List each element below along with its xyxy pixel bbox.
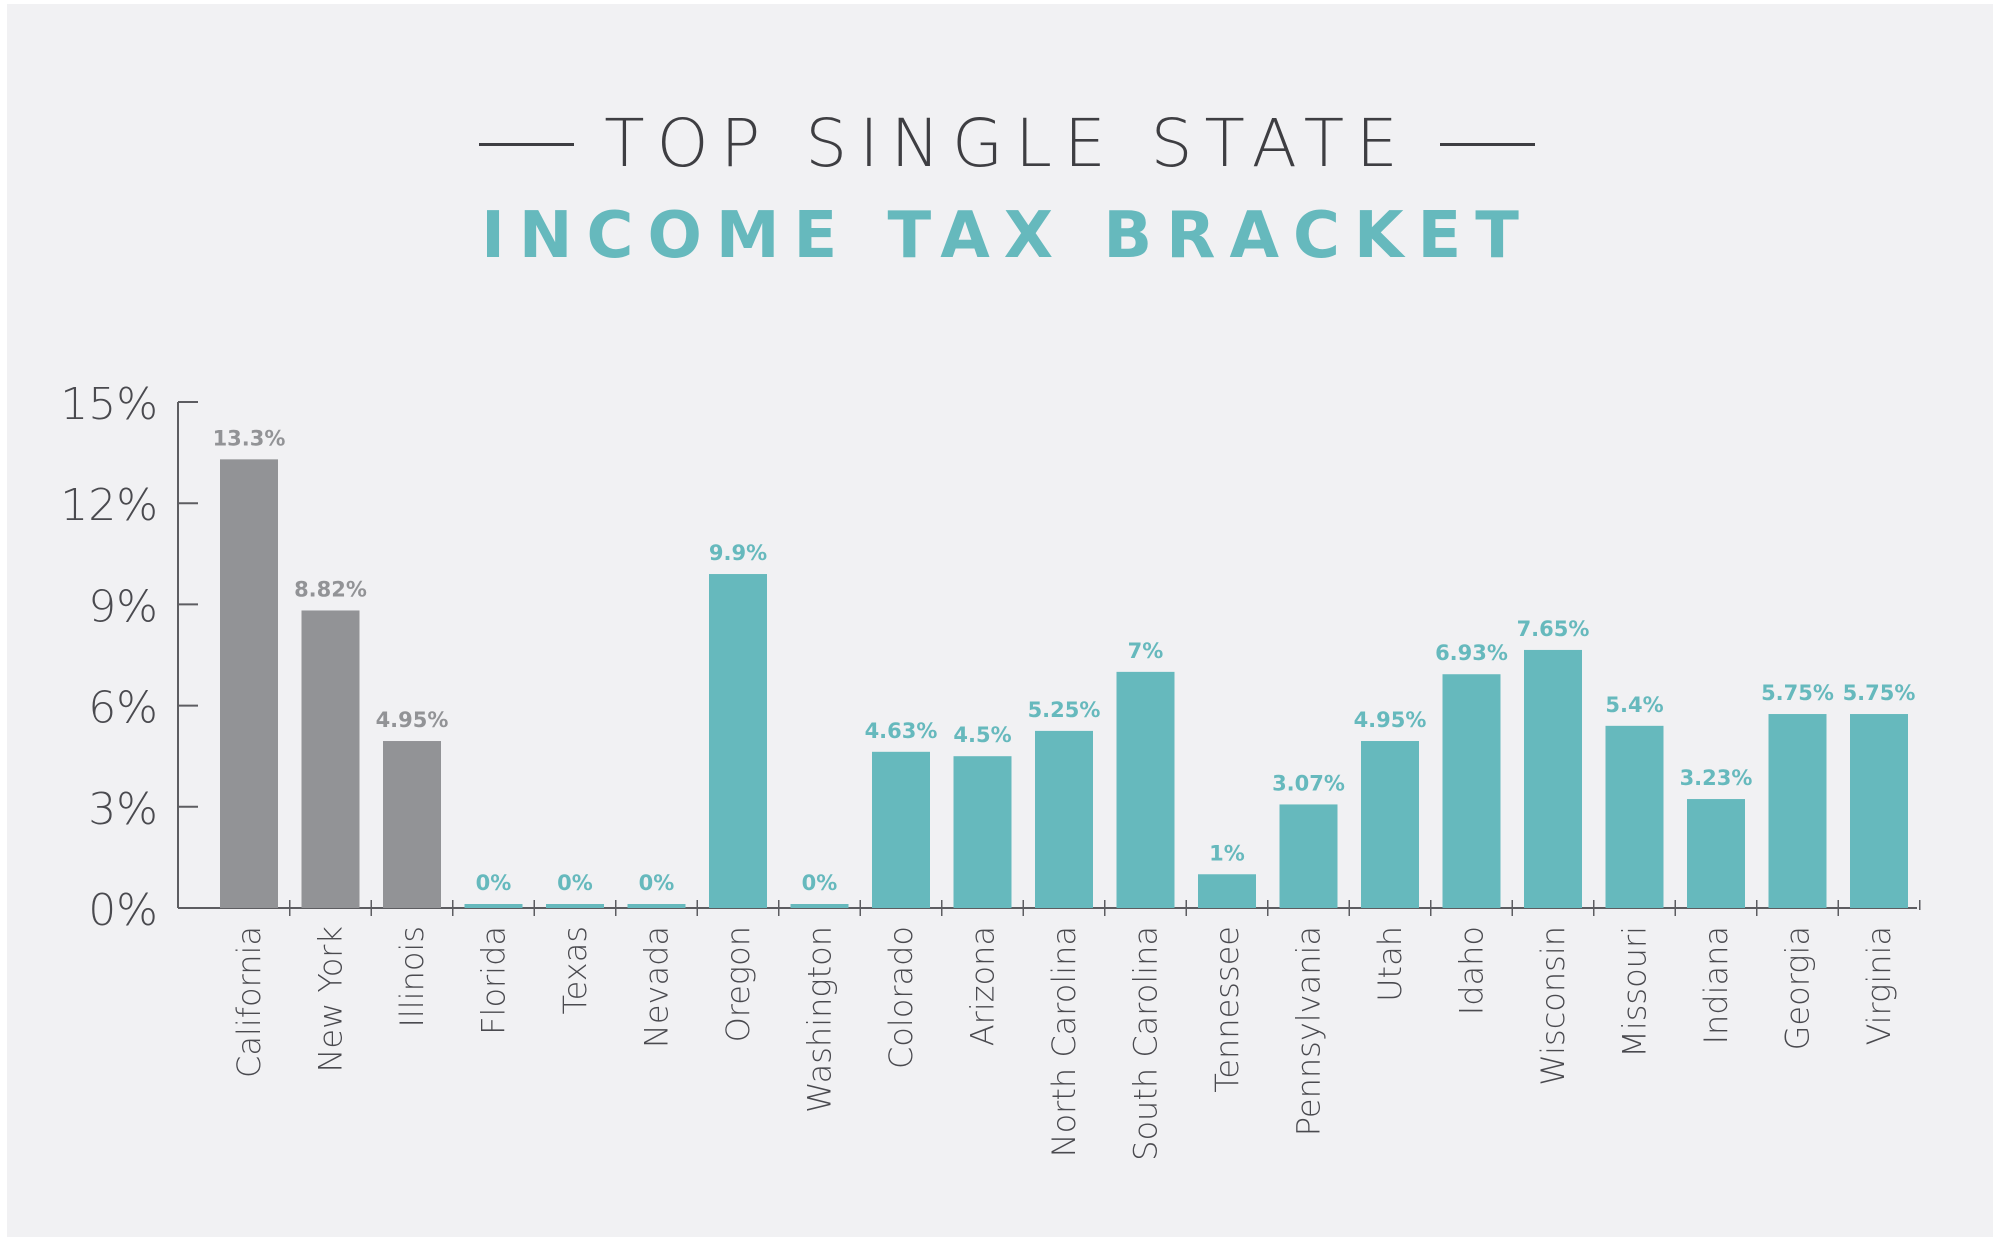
bar (872, 751, 930, 908)
x-tick-label: Utah (1371, 926, 1409, 1002)
x-tick-label: Arizona (964, 926, 1002, 1046)
bar (953, 756, 1012, 908)
x-tick-label: Idaho (1453, 926, 1491, 1015)
data-label: 9.9% (709, 541, 767, 565)
bar (1605, 725, 1664, 908)
bar (464, 904, 523, 908)
bar (220, 459, 278, 908)
chart-title-top: TOP SINGLE STATE (7, 99, 2000, 189)
data-label: 0% (476, 871, 512, 895)
x-tick-label: Washington (801, 926, 839, 1113)
x-tick-label: Texas (556, 926, 594, 1014)
bar (1035, 730, 1093, 908)
bar (1768, 714, 1827, 908)
data-label: 5.25% (1028, 698, 1101, 722)
y-tick-label: 9% (88, 581, 158, 632)
y-tick-label: 0% (88, 885, 158, 936)
title-rule-right (1439, 142, 1535, 146)
y-tick-label: 12% (60, 480, 158, 531)
x-tick-label: Virginia (1860, 926, 1898, 1046)
bar (1116, 671, 1175, 908)
x-tick-label: South Carolina (1127, 926, 1165, 1161)
x-tick-label: Indiana (1697, 926, 1735, 1044)
data-label: 5.75% (1761, 681, 1834, 705)
bar (1361, 741, 1419, 908)
bar (790, 904, 849, 908)
data-label: 13.3% (213, 426, 286, 450)
x-tick-label: Colorado (882, 926, 920, 1069)
data-label: 8.82% (294, 577, 367, 601)
x-tick-label: Florida (475, 926, 513, 1035)
x-tick-label: Missouri (1616, 926, 1654, 1058)
data-label: 7.65% (1517, 617, 1590, 641)
x-tick-label: California (230, 926, 268, 1078)
bar (301, 610, 360, 908)
data-label: 4.5% (953, 723, 1011, 747)
data-label: 5.4% (1605, 693, 1663, 717)
bar-chart: 0% 3% 6% 9% 12% 15% 13.3% California 8.82% New Yo… (60, 379, 1921, 1161)
data-label: 5.75% (1843, 681, 1916, 705)
bar (546, 904, 604, 908)
bar (1442, 674, 1501, 908)
chart-subtitle: INCOME TAX BRACKET (481, 199, 1533, 273)
title-rule-left (479, 142, 575, 146)
x-tick-label: Illinois (393, 926, 431, 1028)
x-tick-label: Wisconsin (1534, 926, 1572, 1086)
bar (1850, 714, 1908, 908)
y-tick-label: 6% (88, 683, 158, 734)
bar (627, 904, 686, 908)
x-tick-label: Georgia (1779, 926, 1817, 1050)
data-label: 3.23% (1680, 766, 1753, 790)
y-tick-label: 3% (88, 784, 158, 835)
x-tick-label: Tennessee (1208, 926, 1246, 1093)
data-label: 0% (557, 871, 593, 895)
x-tick-label: North Carolina (1045, 926, 1083, 1157)
chart-panel: TOP SINGLE STATE INCOME TAX BRACKET 0% 3%… (7, 4, 1993, 1237)
x-tick-label: Oregon (719, 926, 757, 1042)
x-tick-label: Pennsylvania (1290, 926, 1328, 1136)
y-tick-label: 15% (60, 379, 158, 430)
data-label: 4.95% (1354, 708, 1427, 732)
bar (383, 741, 441, 908)
bar (709, 574, 767, 908)
bar (1198, 874, 1256, 908)
x-tick-label: New York (312, 926, 350, 1073)
data-label: 3.07% (1272, 771, 1345, 795)
data-label: 0% (639, 871, 675, 895)
x-tick-label: Nevada (638, 926, 676, 1048)
bar (1687, 799, 1745, 908)
data-label: 0% (802, 871, 838, 895)
data-label: 1% (1209, 841, 1245, 865)
data-label: 7% (1128, 639, 1164, 663)
chart-title: TOP SINGLE STATE (604, 105, 1410, 182)
data-label: 4.95% (376, 708, 449, 732)
data-label: 4.63% (865, 719, 938, 743)
bar (1279, 804, 1338, 908)
data-label: 6.93% (1435, 641, 1508, 665)
bar (1524, 649, 1582, 908)
